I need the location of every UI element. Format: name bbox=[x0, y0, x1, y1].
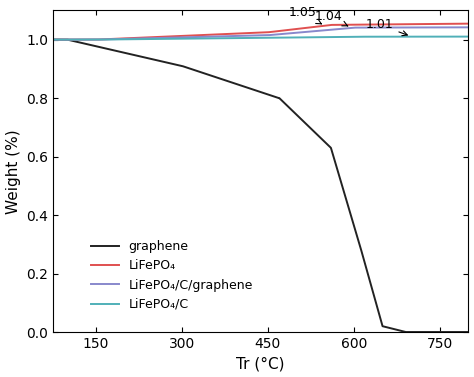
LiFePO₄/C/graphene bbox=[465, 25, 471, 30]
LiFePO₄ bbox=[465, 21, 471, 26]
LiFePO₄ bbox=[210, 32, 215, 37]
Line: LiFePO₄: LiFePO₄ bbox=[53, 24, 468, 40]
Y-axis label: Weight (%): Weight (%) bbox=[6, 129, 20, 213]
LiFePO₄ bbox=[98, 37, 103, 42]
LiFePO₄/C/graphene bbox=[228, 34, 233, 38]
LiFePO₄/C bbox=[122, 37, 128, 41]
graphene bbox=[228, 80, 233, 84]
Text: 1.04: 1.04 bbox=[315, 10, 348, 26]
LiFePO₄/C bbox=[465, 34, 471, 39]
graphene bbox=[465, 330, 471, 334]
LiFePO₄/C/graphene bbox=[413, 25, 419, 30]
LiFePO₄/C/graphene bbox=[50, 37, 56, 42]
LiFePO₄/C/graphene bbox=[457, 25, 463, 30]
Text: 1.01: 1.01 bbox=[366, 18, 407, 36]
Legend: graphene, LiFePO₄, LiFePO₄/C/graphene, LiFePO₄/C: graphene, LiFePO₄, LiFePO₄/C/graphene, L… bbox=[86, 235, 258, 316]
LiFePO₄/C bbox=[413, 34, 419, 39]
LiFePO₄/C/graphene bbox=[210, 34, 215, 39]
LiFePO₄/C bbox=[50, 37, 56, 42]
LiFePO₄/C/graphene bbox=[122, 37, 128, 41]
LiFePO₄ bbox=[413, 22, 419, 26]
graphene bbox=[210, 74, 215, 78]
graphene bbox=[413, 330, 419, 334]
LiFePO₄ bbox=[122, 36, 128, 41]
LiFePO₄ bbox=[457, 21, 463, 26]
Line: LiFePO₄/C/graphene: LiFePO₄/C/graphene bbox=[53, 28, 468, 40]
graphene bbox=[402, 330, 408, 334]
Text: 1.05: 1.05 bbox=[288, 6, 321, 24]
graphene bbox=[50, 37, 56, 42]
LiFePO₄/C bbox=[210, 36, 215, 41]
graphene bbox=[98, 45, 103, 49]
graphene bbox=[457, 330, 463, 334]
Line: LiFePO₄/C: LiFePO₄/C bbox=[53, 37, 468, 40]
LiFePO₄/C bbox=[98, 37, 103, 42]
LiFePO₄ bbox=[50, 37, 56, 42]
Line: graphene: graphene bbox=[53, 40, 468, 332]
LiFePO₄/C bbox=[228, 36, 233, 40]
LiFePO₄/C bbox=[457, 34, 463, 39]
LiFePO₄/C/graphene bbox=[98, 37, 103, 42]
graphene bbox=[122, 51, 128, 55]
LiFePO₄ bbox=[228, 32, 233, 36]
X-axis label: Tr (°C): Tr (°C) bbox=[237, 356, 285, 371]
